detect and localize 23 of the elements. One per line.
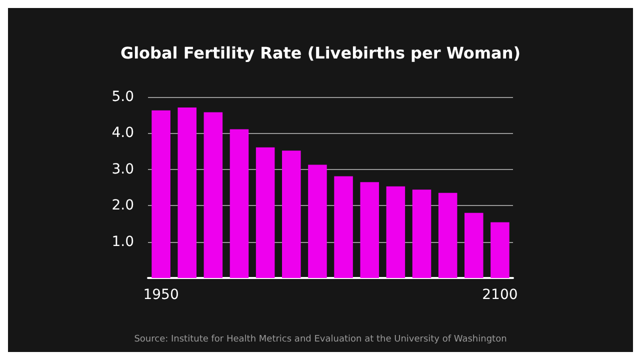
y-tick-label: 5.0: [112, 89, 134, 105]
bar: [386, 186, 406, 278]
bar: [282, 150, 301, 278]
y-tick-label: 3.0: [112, 161, 134, 178]
bar: [256, 147, 275, 278]
bar: [308, 164, 327, 278]
chart-title: Global Fertility Rate (Livebirths per Woman): [120, 44, 521, 62]
bar: [152, 110, 170, 278]
bar: [204, 112, 223, 278]
bar: [334, 176, 353, 278]
bar: [438, 192, 458, 278]
bar: [178, 108, 196, 278]
bar: [412, 190, 432, 278]
x-tick-label: 2100: [482, 287, 518, 303]
y-tick-label: 2.0: [112, 198, 134, 214]
bar: [464, 212, 484, 278]
bar: [230, 129, 249, 278]
y-tick-label: 1.0: [112, 234, 134, 250]
x-tick-label: 1950: [143, 287, 179, 303]
bar: [360, 182, 379, 278]
source-note: Source: Institute for Health Metrics and Evaluation at the University of Washington: [134, 334, 507, 344]
y-tick-label: 4.0: [112, 125, 134, 142]
bar: [490, 222, 510, 278]
